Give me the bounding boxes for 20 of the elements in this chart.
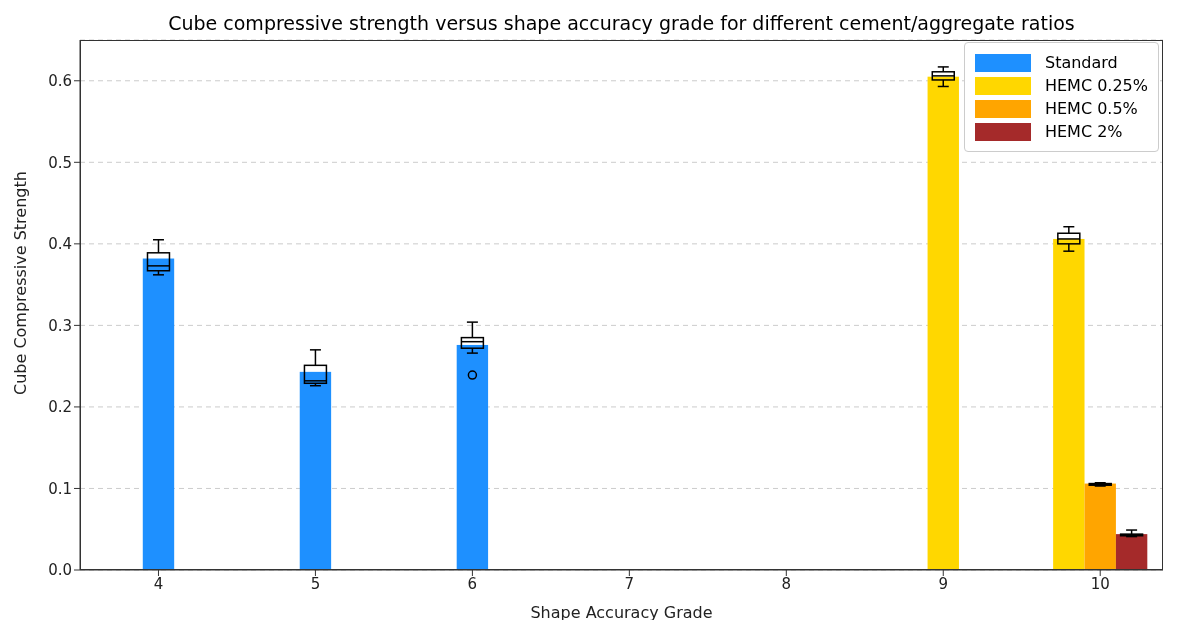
legend-label: HEMC 2% (1044, 122, 1123, 141)
x-tick-label: 9 (938, 574, 949, 593)
x-tick-label: 8 (781, 574, 792, 593)
y-tick-label: 0.6 (48, 72, 72, 91)
x-tick-label: 10 (1090, 574, 1110, 593)
x-tick-label: 7 (624, 574, 635, 593)
chart-title: Cube compressive strength versus shape accuracy grade for different cement/aggregate ratios (167, 12, 1076, 34)
x-tick-label: 4 (153, 574, 164, 593)
y-tick-label: 0.1 (48, 479, 72, 498)
x-tick-label: 5 (310, 574, 321, 593)
y-tick-label: 0.3 (48, 316, 72, 335)
legend-label: HEMC 0.25% (1044, 76, 1148, 95)
legend-label: Standard (1044, 53, 1118, 72)
x-tick-label: 6 (467, 574, 478, 593)
y-tick-label: 0.0 (48, 561, 72, 580)
y-tick-label: 0.5 (48, 153, 72, 172)
y-tick-label: 0.4 (48, 235, 72, 254)
y-axis-title: Cube Compressive Strength (10, 171, 30, 395)
legend-label: HEMC 0.5% (1044, 99, 1138, 118)
y-tick-label: 0.2 (48, 398, 72, 417)
